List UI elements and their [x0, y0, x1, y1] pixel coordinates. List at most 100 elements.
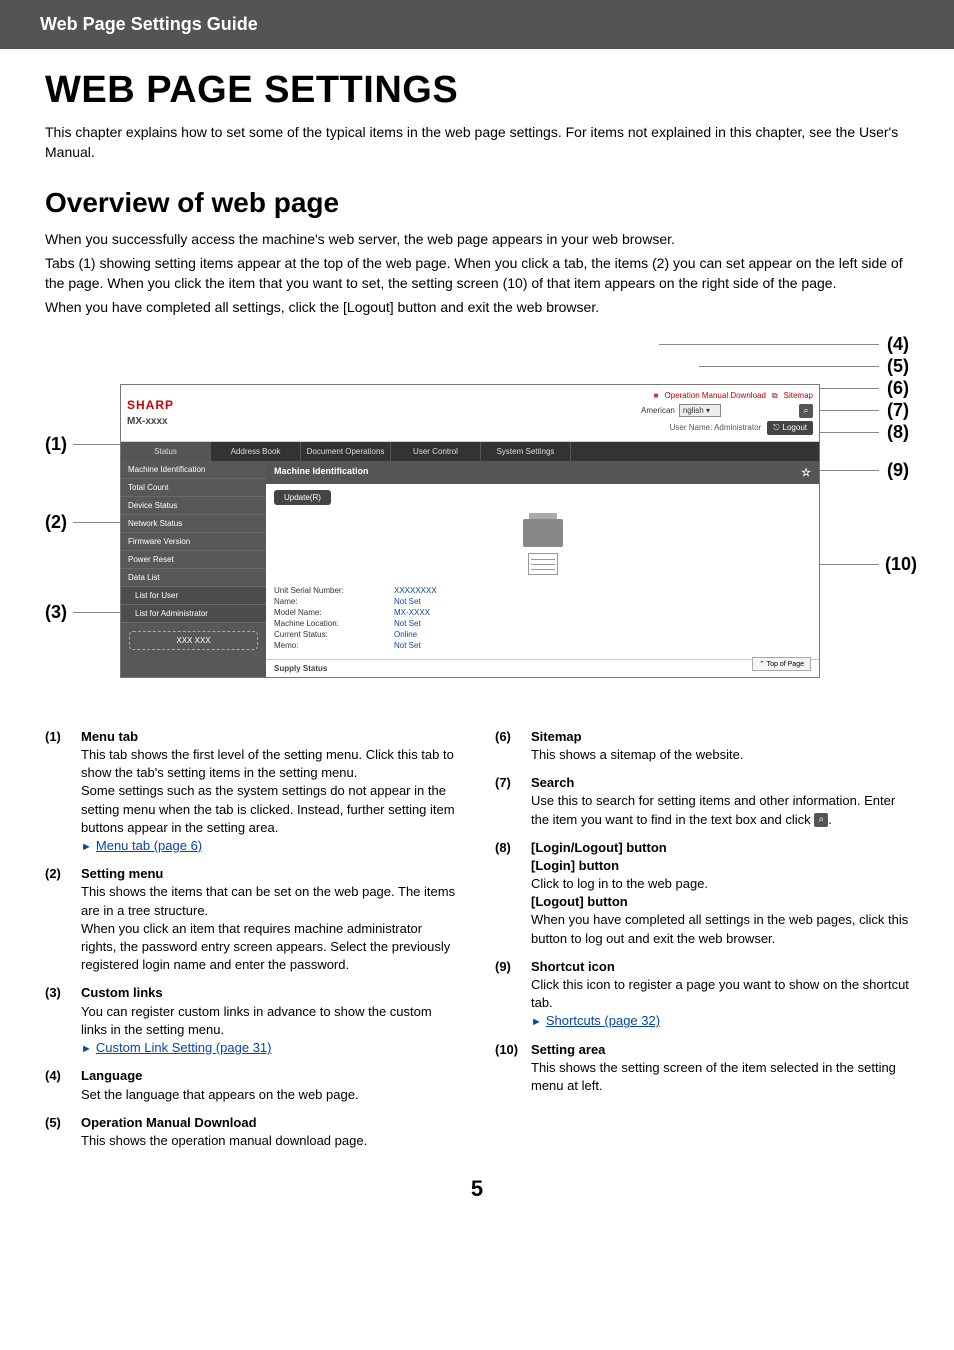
manual-link[interactable]: Operation Manual Download	[665, 391, 766, 400]
search-icon[interactable]: ⌕	[814, 813, 828, 827]
callout-9: (9)	[887, 460, 909, 481]
tab-address[interactable]: Address Book	[211, 442, 301, 461]
item-num: (9)	[495, 958, 531, 976]
brand-logo: SHARP	[127, 398, 174, 412]
side-list-admin[interactable]: List for Administrator	[121, 605, 266, 623]
side-network[interactable]: Network Status	[121, 515, 266, 533]
item-line: This shows the setting screen of the ite…	[531, 1059, 909, 1095]
cross-ref-link[interactable]: Custom Link Setting (page 31)	[96, 1040, 272, 1055]
browser-topright: ■ Operation Manual Download ⧉ Sitemap Am…	[641, 391, 813, 435]
item-head: (8)[Login/Logout] button	[495, 839, 909, 857]
user-label: User Name: Administrator	[670, 423, 762, 432]
item-line: This shows the items that can be set on …	[81, 883, 459, 919]
triangle-icon: ►	[81, 841, 92, 853]
side-list-user[interactable]: List for User	[121, 587, 266, 605]
item-columns: (1)Menu tabThis tab shows the first leve…	[45, 718, 909, 1150]
item-num: (5)	[45, 1114, 81, 1132]
callout-7: (7)	[887, 400, 909, 421]
side-device[interactable]: Device Status	[121, 497, 266, 515]
item-body: Click this icon to register a page you w…	[531, 976, 909, 1031]
tab-usercontrol[interactable]: User Control	[391, 442, 481, 461]
line	[73, 522, 123, 523]
item-body: This shows a sitemap of the website.	[531, 746, 909, 764]
tab-docops[interactable]: Document Operations	[301, 442, 391, 461]
search-icon[interactable]: ⌕	[799, 404, 813, 418]
item-body: This shows the operation manual download…	[81, 1132, 459, 1150]
tray-icon	[528, 553, 558, 575]
side-firmware[interactable]: Firmware Version	[121, 533, 266, 551]
device-images	[266, 511, 819, 585]
cross-ref-link[interactable]: Menu tab (page 6)	[96, 838, 202, 853]
callout-5: (5)	[887, 356, 909, 377]
left-col: (1)Menu tabThis tab shows the first leve…	[45, 718, 459, 1150]
browser-brand: SHARP MX-xxxx	[127, 398, 174, 427]
item-title: Setting menu	[81, 865, 163, 883]
item-line: Use this to search for setting items and…	[531, 792, 909, 828]
item-head: (4)Language	[45, 1067, 459, 1085]
sitemap-link[interactable]: Sitemap	[784, 391, 813, 400]
item-line: Set the language that appears on the web…	[81, 1086, 459, 1104]
triangle-icon: ►	[81, 1043, 92, 1055]
side-datalist[interactable]: Data List	[121, 569, 266, 587]
side-total[interactable]: Total Count	[121, 479, 266, 497]
sub-title: [Login] button	[531, 857, 909, 875]
star-icon[interactable]: ☆	[801, 466, 811, 479]
sidebar: Machine Identification Total Count Devic…	[121, 461, 266, 677]
tab-status[interactable]: Status	[121, 442, 211, 461]
line	[819, 410, 879, 411]
item-num: (4)	[45, 1067, 81, 1085]
triangle-icon: ►	[531, 1016, 542, 1028]
item-head: (6)Sitemap	[495, 728, 909, 746]
line	[73, 444, 123, 445]
header-bar: Web Page Settings Guide	[0, 0, 954, 49]
item-line: This tab shows the first level of the se…	[81, 746, 459, 782]
item-num: (8)	[495, 839, 531, 857]
callout-8: (8)	[887, 422, 909, 443]
item-num: (10)	[495, 1041, 531, 1059]
item-num: (6)	[495, 728, 531, 746]
item-head: (3)Custom links	[45, 984, 459, 1002]
page-number: 5	[45, 1176, 909, 1202]
browser-body: Machine Identification Total Count Devic…	[121, 461, 819, 677]
item-body: You can register custom links in advance…	[81, 1003, 459, 1058]
p2: Tabs (1) showing setting items appear at…	[45, 253, 909, 294]
item-body: This tab shows the first level of the se…	[81, 746, 459, 855]
printer-icon	[523, 519, 563, 547]
callout-2: (2)	[45, 512, 67, 533]
content: WEB PAGE SETTINGS This chapter explains …	[0, 69, 954, 1232]
callout-3: (3)	[45, 602, 67, 623]
item-body: This shows the items that can be set on …	[81, 883, 459, 974]
panel-title-text: Machine Identification	[274, 466, 369, 479]
side-power[interactable]: Power Reset	[121, 551, 266, 569]
item-title: Setting area	[531, 1041, 605, 1059]
callout-6: (6)	[887, 378, 909, 399]
item-line: You can register custom links in advance…	[81, 1003, 459, 1039]
tab-system[interactable]: System Settings	[481, 442, 571, 461]
item-head: (5)Operation Manual Download	[45, 1114, 459, 1132]
item-num: (2)	[45, 865, 81, 883]
lang-select[interactable]: nglish ▾	[679, 404, 721, 417]
lang-row: American nglish ▾ ⌕	[641, 404, 813, 418]
panel-title: Machine Identification ☆	[266, 461, 819, 484]
logout-button[interactable]: ⎋ Logout	[767, 421, 813, 435]
update-button[interactable]: Update(R)	[274, 490, 331, 505]
top-of-page-button[interactable]: ⌃ Top of Page	[752, 657, 811, 671]
lang-label: American	[641, 406, 675, 415]
page-h1: WEB PAGE SETTINGS	[45, 69, 909, 112]
item-title: [Login/Logout] button	[531, 839, 667, 857]
item-head: (2)Setting menu	[45, 865, 459, 883]
browser-tabs: Status Address Book Document Operations …	[121, 442, 819, 461]
user-row: User Name: Administrator ⎋ Logout	[670, 421, 813, 435]
sub-title: [Logout] button	[531, 893, 909, 911]
item-title: Language	[81, 1067, 142, 1085]
info-row: Machine Location:Not Set	[266, 618, 819, 629]
line	[699, 366, 879, 367]
cross-ref-link[interactable]: Shortcuts (page 32)	[546, 1013, 660, 1028]
side-custom[interactable]: XXX XXX	[129, 631, 258, 650]
item-head: (7)Search	[495, 774, 909, 792]
item-head: (1)Menu tab	[45, 728, 459, 746]
item-num: (7)	[495, 774, 531, 792]
header-title: Web Page Settings Guide	[40, 14, 914, 35]
side-machine-id[interactable]: Machine Identification	[121, 461, 266, 479]
item-title: Menu tab	[81, 728, 138, 746]
